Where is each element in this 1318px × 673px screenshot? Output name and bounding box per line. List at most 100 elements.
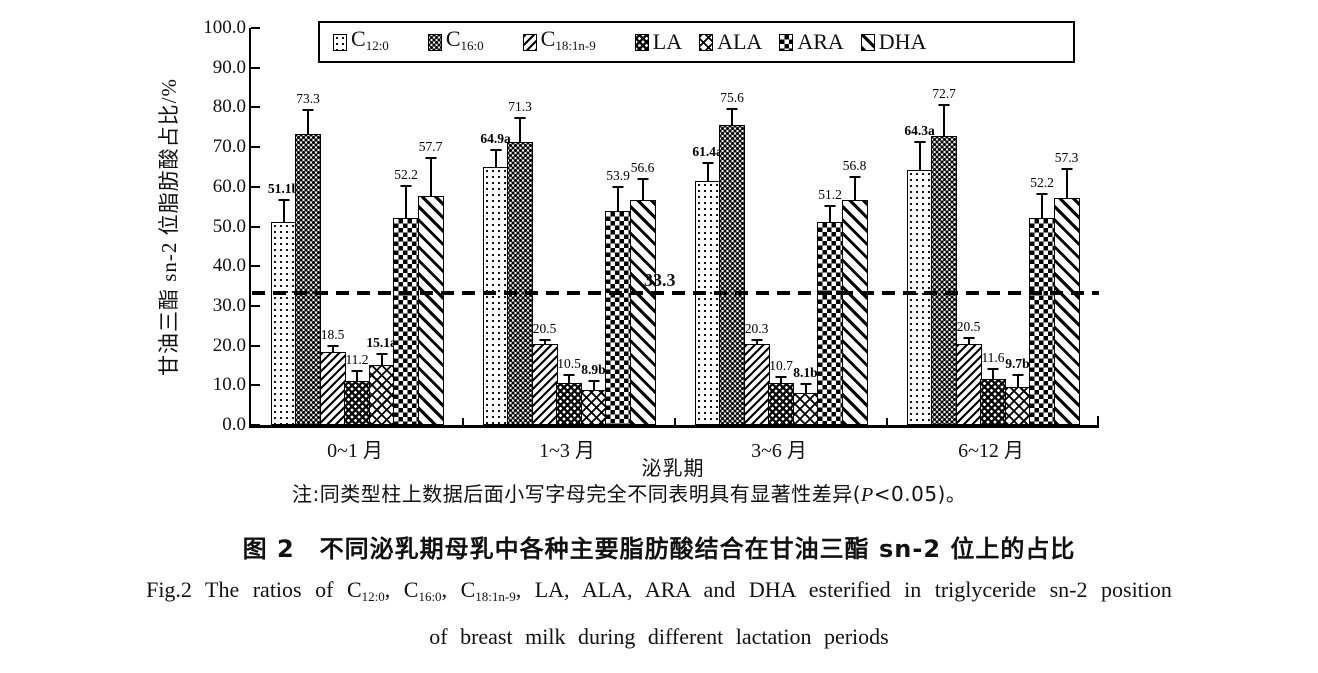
x-tick-label: 3~6 月 (751, 440, 807, 462)
legend-swatch-DHA-icon (860, 33, 875, 51)
bar-value-label: 57.3 (1054, 150, 1079, 166)
x-axis-tick (462, 418, 464, 425)
bar-value-label: 53.9 (606, 168, 630, 184)
reference-line-label: 33.3 (644, 269, 676, 290)
error-bar (804, 383, 807, 394)
bar-value-label: 56.6 (630, 159, 655, 175)
error-bar (755, 338, 758, 346)
bar-C18:1n-9: 18.5 (319, 328, 346, 425)
bar-DHA: 56.6 (629, 160, 656, 425)
bar-C16:0: 72.7 (931, 87, 957, 425)
bar-value-label: 64.9a (480, 130, 511, 146)
x-tick-label: 6~12 月 (958, 440, 1024, 462)
y-axis-tick (251, 185, 260, 188)
legend-swatch-ALA-icon (699, 33, 714, 51)
error-bar (641, 177, 644, 202)
plot-area: 51.1b 73.3 18.5 11.2 15.1a 52.2 57.7 64.9a 71.3 2… (203, 18, 1099, 434)
y-axis-tick (251, 106, 260, 109)
legend-label-C16:0: C16:0 (445, 25, 484, 53)
y-axis-tick (251, 66, 260, 69)
y-axis-tick-label: 30.0 (212, 294, 246, 316)
y-axis-tick-label: 50.0 (212, 215, 246, 237)
caption-segment: C (460, 577, 476, 602)
bar-ALA: 8.9b (580, 363, 607, 425)
bar-value-label: 52.2 (394, 167, 418, 183)
bar-group-0~1 月: 51.1b 73.3 18.5 11.2 15.1a 52.2 57.7 (251, 28, 463, 425)
bar-C16:0: 75.6 (719, 91, 745, 425)
bar-LA: 11.6 (980, 351, 1006, 425)
bar-value-label: 56.8 (842, 157, 867, 173)
legend-label-C18:1n-9: C18:1n-9 (540, 25, 596, 53)
bar-ARA: 52.2 (393, 168, 419, 425)
legend-label-C12:0: C12:0 (351, 25, 389, 53)
error-bar (731, 108, 733, 126)
bar-C18:1n-9: 20.5 (531, 321, 558, 425)
bar-value-label: 51.1b (267, 181, 300, 197)
bar-C12:0: 64.9a (480, 131, 511, 425)
bar-value-label: 8.9b (581, 362, 606, 378)
y-axis-tick-label: 70.0 (212, 136, 246, 158)
caption-english-line1: Fig.2 The ratios of C12:0, C16:0, C18:1n… (0, 577, 1318, 605)
bar-DHA: 56.8 (841, 158, 868, 425)
y-axis-tick-label: 60.0 (212, 175, 246, 197)
y-axis-tick (251, 225, 260, 228)
bar-value-label: 18.5 (320, 327, 345, 343)
bar-value-label: 20.5 (956, 318, 981, 334)
error-bar (1016, 374, 1019, 388)
bar-ARA: 52.2 (1029, 175, 1055, 425)
bar-DHA: 57.7 (417, 140, 444, 425)
legend-item-DHA: DHA (860, 31, 926, 53)
legend-item-C18:1n-9: C18:1n-9 (522, 25, 596, 57)
x-axis-tick (674, 418, 676, 425)
y-axis-tick (251, 27, 260, 29)
caption-chinese: 图 2 不同泌乳期母乳中各种主要脂肪酸结合在甘油三酯 sn-2 位上的占比 (242, 535, 1076, 563)
error-bar (780, 375, 782, 384)
caption-segment: Fig.2 The ratios of (146, 577, 347, 602)
bar-value-label: 51.2 (818, 187, 842, 203)
x-tick-labels: 0~1 月 1~3 月 3~6 月 6~12 月 (249, 434, 1097, 463)
error-bar (967, 336, 970, 345)
error-bar (429, 157, 432, 197)
bar-C18:1n-9: 20.3 (743, 321, 770, 425)
note-segment: 注:同类型柱上数据后面小写字母完全不同表明具有显著性差异( (292, 482, 862, 506)
x-axis-end-tick (1097, 416, 1099, 425)
x-axis-title: 泌乳期 (641, 456, 705, 480)
bar-value-label: 11.2 (345, 352, 369, 368)
bar-value-label: 20.3 (744, 320, 769, 336)
bar-group-6~12 月: 64.3a 72.7 20.5 11.6 9.7b 52.2 57.3 (887, 28, 1099, 425)
caption-segment: 18:1n-9 (475, 589, 516, 604)
bar-value-label: 8.1b (793, 365, 818, 381)
bar-DHA: 57.3 (1053, 151, 1080, 425)
legend: C12:0 C16:0 C18:1n-9 LA ALA ARA DHA (318, 21, 1075, 63)
y-axis-tick-label: 40.0 (212, 255, 246, 277)
legend-swatch-LA-icon (634, 33, 649, 51)
y-axis-tick-label: 10.0 (212, 374, 246, 396)
error-bar (1065, 168, 1068, 199)
error-bar (853, 175, 856, 201)
legend-item-ARA: ARA (779, 31, 844, 53)
bar-ALA: 8.1b (792, 366, 819, 425)
error-bar (543, 338, 546, 345)
y-axis-tick (251, 265, 260, 268)
bar-value-label: 10.5 (557, 356, 581, 372)
legend-item-LA: LA (634, 31, 682, 53)
legend-swatch-C18:1n-9-icon (522, 33, 537, 51)
bar-value-label: 73.3 (296, 91, 320, 107)
legend-label-ALA: ALA (717, 29, 763, 54)
note-text: 注:同类型柱上数据后面小写字母完全不同表明具有显著性差异(P<0.05)。 (292, 478, 966, 507)
bar-value-label: 10.7 (769, 357, 793, 373)
bar-LA: 10.5 (556, 357, 582, 425)
bar-C12:0: 61.4a (692, 145, 723, 425)
y-axis-tick (251, 146, 260, 149)
caption-segment: 12:0 (361, 589, 385, 604)
error-bar (282, 199, 285, 224)
y-axis-tick (251, 304, 260, 307)
caption-segment: , LA, ALA, ARA and DHA esterified in tri… (515, 577, 1172, 602)
caption-segment: , (441, 577, 461, 602)
error-bar (943, 104, 945, 138)
bar-ARA: 53.9 (605, 169, 631, 425)
x-axis-tick (886, 418, 888, 425)
y-axis-tick-label: 100.0 (203, 17, 246, 38)
bar-value-label: 57.7 (418, 139, 443, 155)
